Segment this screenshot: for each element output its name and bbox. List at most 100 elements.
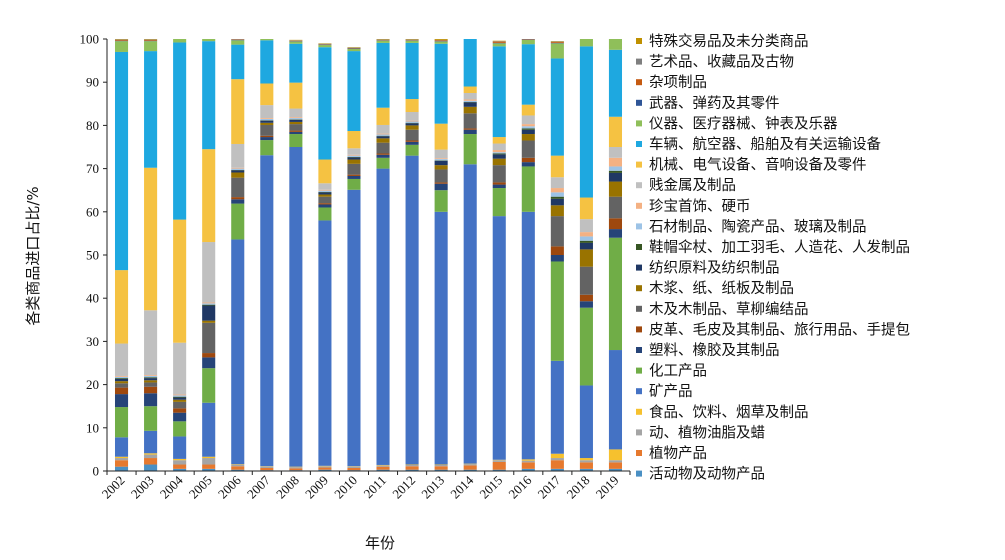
bar-segment [347,178,361,190]
x-tick-label: 2012 [389,473,418,502]
legend-swatch [636,161,642,168]
bar-segment [550,453,564,459]
bar-segment [231,177,245,198]
legend-swatch [636,347,642,353]
bar-segment [231,464,245,467]
bar-segment [231,79,245,144]
bar-segment [144,382,158,387]
bar-segment [202,303,216,305]
bar-segment [144,453,158,455]
bar-segment [144,378,158,381]
bar-segment [463,93,477,100]
y-tick-label: 30 [86,334,99,349]
bar-segment [579,232,593,237]
bar-segment [521,129,535,135]
legend-label: 杂项制品 [649,74,707,91]
x-tick-label: 2010 [331,473,360,502]
bar-segment [289,41,303,44]
bar-segment [173,436,187,459]
bar-segment [550,155,564,178]
bar-segment [550,188,564,193]
x-tick-label: 2018 [564,473,593,502]
bar-segment [579,46,593,198]
bar-segment [492,188,506,217]
bar-segment [434,43,448,124]
bar-segment [347,163,361,175]
bar-segment [347,466,361,468]
bar-segment [405,112,419,121]
bar-segment [114,407,129,438]
bar-segment [347,131,361,149]
bar-segment [202,357,216,369]
bar-segment [376,124,390,134]
bar-segment [608,49,623,117]
bar-segment [376,142,390,154]
bar-segment [434,41,448,44]
bar-segment [579,39,593,47]
bar-segment [579,301,593,308]
y-tick-label: 0 [93,464,100,479]
bar-segment [260,466,274,468]
bar-segment [260,140,274,156]
bar-segment [463,106,477,114]
bar-segment [202,368,216,403]
bar-segment [463,164,477,464]
bar-segment [608,449,623,461]
bar-segment [289,468,303,471]
bar-segment [521,104,535,116]
bar-segment [144,380,158,383]
bar-segment [608,460,623,463]
bar-segment [318,467,332,470]
bar-segment [579,468,593,471]
bar-segment [114,378,129,379]
legend-swatch [636,264,642,271]
bar-segment [376,466,390,470]
bar-segment [144,167,158,311]
y-axis-title: 各类商品进口占比/% [24,186,42,325]
legend-label: 矿产品 [649,383,693,400]
bar-segment [114,270,129,344]
bar-segment [608,237,623,351]
bar-segment [202,353,216,358]
y-tick-label: 50 [86,248,99,263]
legend-swatch [636,285,642,292]
bar-segment [231,203,245,240]
bar-segment [260,124,274,136]
bar-segment [173,397,187,400]
bar-segment [318,196,332,204]
bar-segment [231,168,245,170]
bar-segment [521,39,535,45]
x-tick-label: 2002 [99,473,128,502]
bar-segment [463,99,477,101]
bar-segment [114,39,129,41]
bar-segment [289,82,303,109]
bar-segment [144,41,158,52]
legend-label: 木浆、纸、纸板及制品 [649,279,794,297]
bar-segment [492,460,506,462]
bar-segment [114,381,129,384]
bar-segment [260,120,274,123]
legend-label: 机械、电气设备、音响设备及零件 [649,157,867,174]
bar-segment [405,466,419,470]
bar-segment [405,129,419,141]
bar-segment [521,44,535,105]
bar-segment [347,148,361,155]
legend-swatch [636,367,642,374]
bar-segment [550,198,564,206]
bar-segment [405,123,419,126]
bar-segment [521,140,535,158]
bar-segment [202,320,216,323]
bar-segment [405,40,419,43]
bar-segment [202,39,216,42]
bar-segment [231,197,245,200]
x-tick-label: 2003 [128,473,157,502]
bar-segment [318,469,332,471]
bar-segment [521,124,535,127]
bar-segment [376,133,390,135]
bar-segment [173,401,187,409]
bar-segment [376,136,390,139]
bar-segment [347,51,361,132]
bar-segment [463,464,477,466]
bar-segment [405,125,419,130]
legend-label: 塑料、橡胶及其制品 [649,342,780,359]
